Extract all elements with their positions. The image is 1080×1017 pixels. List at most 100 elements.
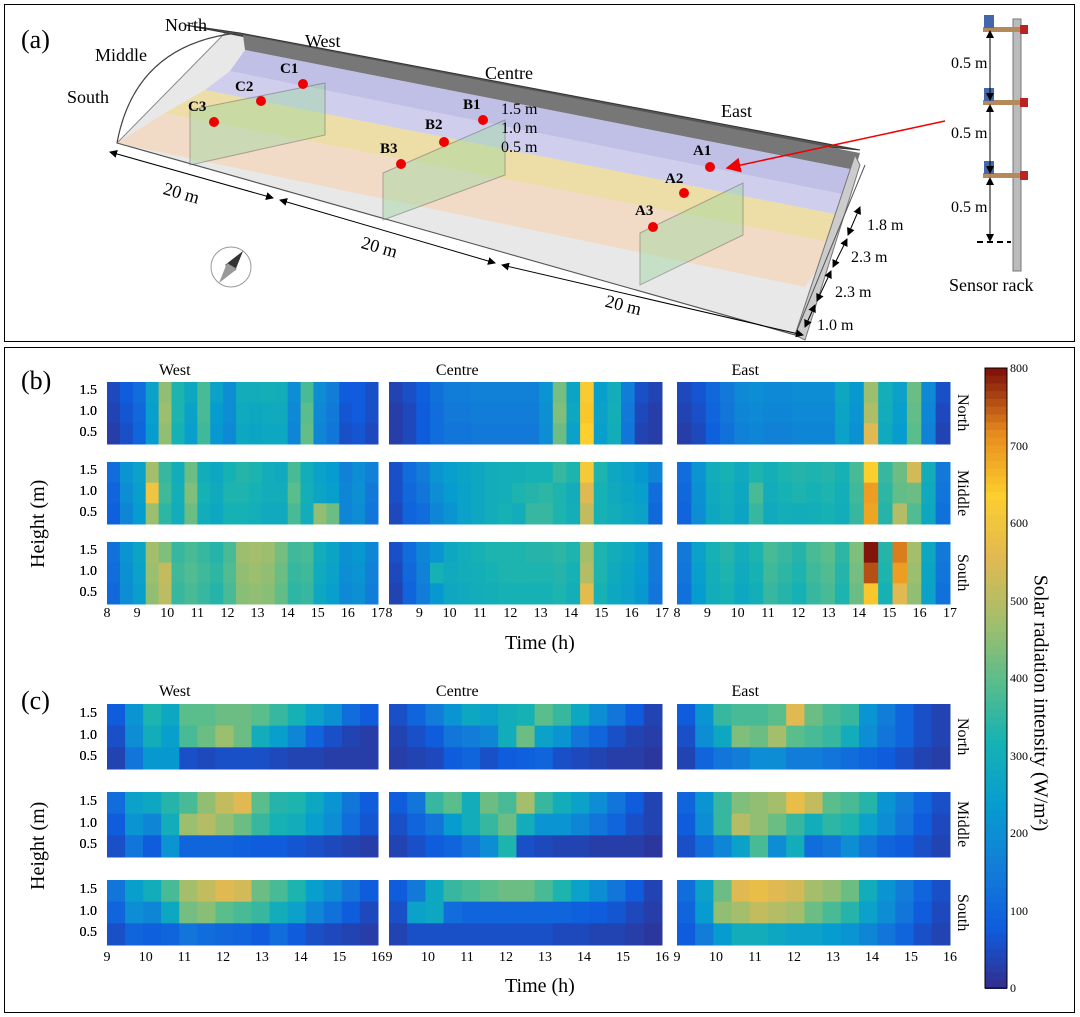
b-cell-centre-middle-1-11 bbox=[539, 482, 554, 504]
colorbar-segment-8 bbox=[985, 430, 1007, 439]
c-ytick-south-2: 0.5 bbox=[79, 925, 98, 941]
b-cell-west-middle-0-4 bbox=[158, 462, 173, 484]
b-cell-west-middle-0-16 bbox=[313, 462, 327, 484]
c-cell-east-middle-1-4 bbox=[749, 813, 769, 836]
c-cell-east-north-0-11 bbox=[877, 704, 896, 727]
b-cell-centre-south-1-8 bbox=[498, 562, 513, 584]
c-cell-east-north-1-11 bbox=[877, 725, 896, 748]
c-cell-east-north-1-7 bbox=[804, 725, 824, 748]
b-cell-west-south-2-20 bbox=[365, 583, 379, 605]
b-cell-west-south-2-1 bbox=[119, 583, 134, 605]
c-cell-east-middle-0-13 bbox=[913, 792, 933, 815]
c-ytick-middle-2: 0.5 bbox=[79, 837, 98, 853]
c-cell-west-middle-2-1 bbox=[125, 835, 144, 858]
c-cell-centre-middle-0-7 bbox=[516, 792, 536, 815]
b-cell-west-north-2-15 bbox=[300, 423, 314, 445]
b-ytick-middle-0: 1.5 bbox=[79, 463, 98, 479]
c-cell-east-north-2-8 bbox=[822, 747, 842, 770]
colorbar-segment-19 bbox=[985, 515, 1007, 524]
c-cell-west-south-0-10 bbox=[287, 880, 307, 903]
c-cell-east-middle-1-14 bbox=[931, 813, 951, 836]
c-cell-west-north-0-8 bbox=[251, 704, 271, 727]
b-cell-east-south-0-13 bbox=[863, 542, 879, 564]
b-cell-west-south-0-11 bbox=[248, 542, 263, 564]
b-cell-centre-south-2-13 bbox=[566, 583, 581, 605]
c-cell-east-middle-0-3 bbox=[731, 792, 751, 815]
b-cell-centre-south-0-11 bbox=[539, 542, 554, 564]
b-cell-centre-north-1-18 bbox=[634, 402, 649, 424]
c-cell-centre-middle-0-8 bbox=[534, 792, 554, 815]
b-cell-east-north-0-1 bbox=[691, 382, 707, 404]
b-cell-east-middle-0-16 bbox=[906, 462, 922, 484]
c-cell-centre-middle-2-8 bbox=[534, 835, 554, 858]
c-xtick-west-5: 14 bbox=[293, 950, 308, 965]
b-cell-centre-south-0-3 bbox=[429, 542, 445, 564]
b-ytick-south-1: 1.0 bbox=[79, 564, 98, 579]
colorbar-segment-60 bbox=[985, 833, 1007, 842]
c-cell-east-middle-1-1 bbox=[695, 813, 714, 836]
b-cell-east-north-0-6 bbox=[763, 382, 779, 404]
b-cell-centre-south-2-1 bbox=[402, 583, 417, 605]
c-cell-centre-south-0-9 bbox=[552, 880, 572, 903]
b-cell-west-middle-2-9 bbox=[223, 503, 237, 525]
b-cell-east-south-2-0 bbox=[677, 583, 692, 605]
b-cell-centre-middle-1-14 bbox=[580, 482, 595, 504]
b-cell-west-middle-1-0 bbox=[107, 482, 121, 504]
b-cell-west-north-0-20 bbox=[365, 382, 379, 404]
b-xtick-east-1: 9 bbox=[703, 606, 711, 621]
b-cell-centre-middle-1-13 bbox=[566, 482, 581, 504]
c-cell-east-middle-2-6 bbox=[786, 835, 805, 858]
label-c2: C2 bbox=[235, 79, 254, 95]
b-cell-east-south-2-16 bbox=[906, 583, 922, 605]
b-cell-centre-north-0-9 bbox=[511, 382, 526, 404]
b-cell-west-middle-0-11 bbox=[248, 462, 263, 484]
c-cell-west-north-0-11 bbox=[305, 704, 325, 727]
b-cell-west-south-2-11 bbox=[248, 583, 263, 605]
b-cell-east-south-1-4 bbox=[734, 562, 750, 584]
b-ytick-middle-0: 1.5 bbox=[79, 463, 98, 479]
b-cell-centre-north-1-17 bbox=[621, 402, 636, 424]
b-cell-west-middle-2-14 bbox=[287, 503, 302, 525]
b-cell-east-south-2-9 bbox=[806, 583, 822, 605]
b-cell-centre-south-0-0 bbox=[389, 542, 404, 564]
c-cell-centre-middle-2-3 bbox=[443, 835, 463, 858]
b-cell-centre-north-0-13 bbox=[566, 382, 581, 404]
c-ytick-south-2: 0.5 bbox=[79, 925, 98, 941]
greenhouse-diagram bbox=[109, 15, 1028, 341]
c-cell-east-south-0-8 bbox=[822, 880, 842, 903]
colorbar-tick-0: 0 bbox=[1010, 981, 1016, 995]
b-cell-centre-middle-2-4 bbox=[443, 503, 458, 525]
rack-title: Sensor rack bbox=[949, 275, 1034, 295]
b-xtick-east-9: 17 bbox=[943, 606, 957, 621]
c-cell-centre-south-2-8 bbox=[534, 923, 554, 946]
c-cell-west-south-2-14 bbox=[359, 923, 379, 946]
c-xtick-centre-5: 14 bbox=[577, 950, 591, 965]
b-xtick-west-6: 14 bbox=[280, 606, 295, 621]
c-cell-centre-middle-2-6 bbox=[498, 835, 517, 858]
b-xtick-west-3: 11 bbox=[190, 606, 205, 621]
b-cell-centre-north-2-16 bbox=[607, 423, 622, 445]
c-cell-east-north-1-4 bbox=[749, 725, 769, 748]
colorbar-outline bbox=[984, 367, 1008, 989]
colorbar-segment-33 bbox=[985, 623, 1007, 633]
b-cell-east-south-2-17 bbox=[921, 583, 937, 605]
b-cell-east-middle-0-18 bbox=[935, 462, 951, 484]
colorbar-segment-15 bbox=[985, 484, 1007, 493]
b-cell-centre-north-0-17 bbox=[621, 382, 636, 404]
b-cell-west-south-2-2 bbox=[132, 583, 147, 605]
b-cell-east-south-1-7 bbox=[777, 562, 793, 584]
c-cell-east-north-2-10 bbox=[859, 747, 878, 770]
b-cell-centre-north-0-12 bbox=[552, 382, 567, 404]
c-cell-west-middle-0-6 bbox=[215, 792, 234, 815]
b-cell-centre-south-1-14 bbox=[580, 562, 595, 584]
c-cell-west-middle-2-4 bbox=[179, 835, 198, 858]
b-cell-centre-south-1-7 bbox=[484, 562, 499, 584]
b-cell-east-middle-2-6 bbox=[763, 503, 779, 525]
c-ytick-south-1: 1.0 bbox=[79, 903, 98, 919]
b-cell-west-south-1-14 bbox=[287, 562, 302, 584]
b-cell-east-south-0-5 bbox=[748, 542, 764, 564]
b-cell-east-north-2-5 bbox=[748, 423, 764, 445]
b-cell-east-north-1-4 bbox=[734, 402, 750, 424]
c-cell-east-middle-2-13 bbox=[913, 835, 933, 858]
c-ytick-south-2: 0.5 bbox=[79, 925, 98, 941]
